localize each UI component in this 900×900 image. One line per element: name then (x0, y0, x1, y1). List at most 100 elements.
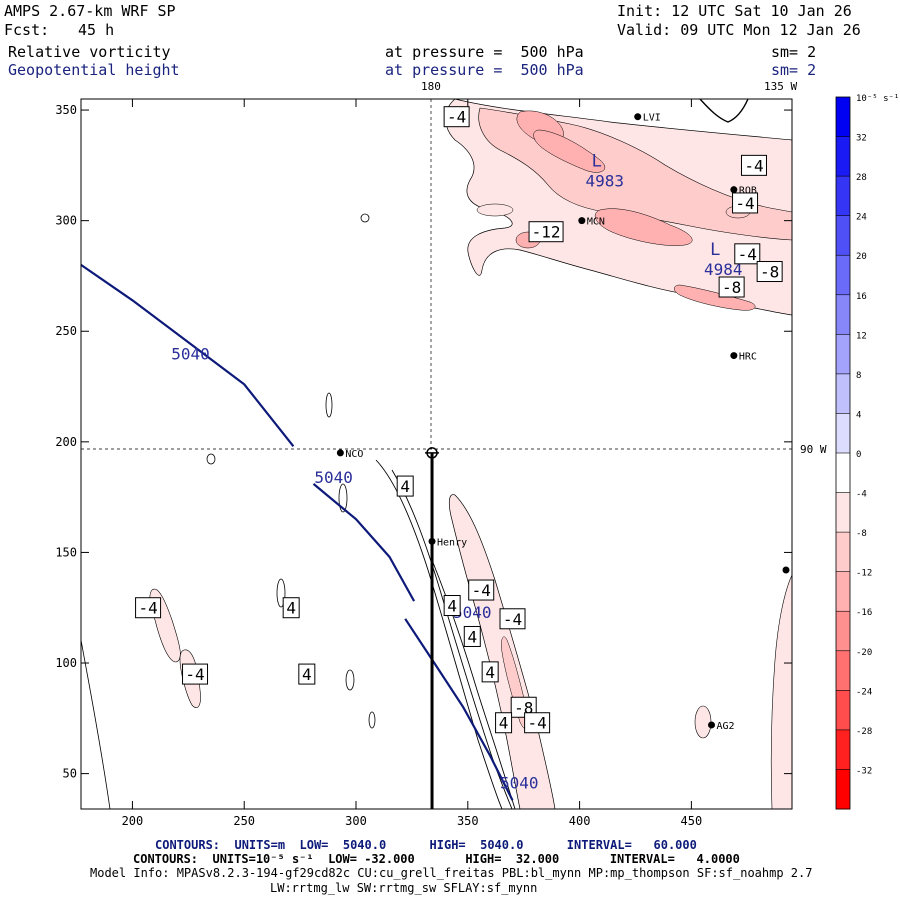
field2-name: Geopotential height (8, 61, 180, 79)
height-label: 5040 (171, 344, 210, 363)
x-tick-label: 400 (569, 814, 591, 828)
colorbar-label: 24 (856, 213, 867, 223)
colorbar-label: 12 (856, 331, 867, 341)
field2-pressure: at pressure = 500 hPa (385, 61, 584, 79)
y-tick-label: 100 (55, 656, 77, 670)
cross-section (425, 447, 440, 809)
vorticity-label: -4 (527, 714, 546, 733)
colorbar: 32 28 24 20 16 12 8 4 0 -4 -8 -12 -16 -20 -24 -28 -32 (835, 96, 872, 810)
station-dot (578, 217, 586, 225)
vorticity-positive-4 (276, 578, 286, 608)
vorticity-label: 4 (447, 597, 457, 616)
vorticity-label-box (443, 595, 461, 617)
low-center-marker: L (710, 240, 720, 260)
vorticity-label-box (463, 625, 481, 647)
vorticity-label: -4 (447, 108, 466, 127)
vorticity-label: -4 (472, 581, 491, 600)
colorbar-swatch (836, 413, 850, 454)
vorticity-patch-ag2 (694, 705, 712, 739)
vorticity-core-2 (594, 208, 693, 246)
height-label: 5040 (500, 773, 539, 792)
station-dot (634, 113, 642, 121)
station-dot (336, 449, 344, 457)
colorbar-label: 32 (856, 134, 867, 144)
vorticity-label: -4 (738, 245, 757, 264)
colorbar-swatch (836, 294, 850, 335)
vorticity-label: -8 (760, 263, 779, 282)
colorbar-label: -8 (856, 529, 867, 539)
height-contour-5040-1 (312, 483, 416, 602)
footer-vorticity-contours: CONTOURS: UNITS=10⁻⁵ s⁻¹ LOW= -32.000 HI… (133, 852, 740, 866)
vorticity-label-box (734, 243, 761, 265)
vorticity-positive-6 (325, 392, 333, 418)
colorbar-swatch (836, 769, 850, 810)
station-dot-edge (782, 566, 790, 574)
vorticity-positive-1 (375, 459, 503, 809)
vorticity-label-box (298, 663, 316, 685)
lon-180-label: 180 (421, 80, 441, 93)
station-label: NCO (345, 449, 363, 460)
colorbar-label: 20 (856, 252, 867, 262)
vorticity-blob-2 (476, 203, 514, 217)
colorbar-swatch (836, 492, 850, 533)
station-label: AG2 (717, 721, 735, 732)
x-tick-label: 250 (233, 814, 255, 828)
colorbar-swatch (836, 176, 850, 217)
station-label: Henry (437, 537, 467, 548)
y-tick-label: 350 (55, 103, 77, 117)
colorbar-label: -20 (856, 648, 872, 658)
station-dot (730, 186, 738, 194)
colorbar-swatch (836, 532, 850, 573)
vorticity-label-box (135, 597, 162, 619)
field1-name: Relative vorticity (8, 43, 171, 61)
station-label: HRC (739, 352, 757, 363)
vorticity-label-box (732, 192, 759, 214)
footer-model-info: Model Info: MPASv8.2.3-194-gf29cd82c CU:… (90, 866, 813, 880)
height-label: 5040 (453, 603, 492, 622)
vorticity-label-box (468, 579, 495, 601)
x-tick-label: 450 (681, 814, 703, 828)
plot-frame (80, 98, 793, 810)
low-center-marker: L (592, 151, 602, 171)
colorbar-label: 28 (856, 173, 867, 183)
x-tick-label: 200 (122, 814, 144, 828)
colorbar-swatch (836, 611, 850, 652)
vorticity-label-box (718, 276, 745, 298)
x-tick-label: 350 (457, 814, 479, 828)
vorticity-label: -4 (185, 665, 204, 684)
vorticity-positive-11 (81, 639, 111, 809)
vorticity-patch-right-edge (770, 574, 792, 809)
axes: 200 250 300 350 400 450 50 100 150 200 250 300 350 (55, 99, 792, 828)
footer-physics-info: LW:rrtmg_lw SW:rrtmg_sw SFLAY:sf_mynn (270, 881, 538, 895)
colorbar-swatch (836, 136, 850, 177)
vorticity-label-box (524, 712, 551, 734)
vorticity-label-box (396, 475, 414, 497)
vorticity-positive-5 (338, 483, 348, 513)
field1-pressure: at pressure = 500 hPa (385, 43, 584, 61)
colorbar-swatch (836, 729, 850, 770)
colorbar-swatch (836, 334, 850, 375)
station-label: ROB (739, 186, 757, 197)
forecast-hours: 45 h (78, 21, 115, 39)
vorticity-label: -4 (138, 599, 157, 618)
vorticity-label-box (481, 661, 499, 683)
vorticity-label-box (528, 221, 564, 243)
colorbar-label: -28 (856, 727, 872, 737)
x-tick-label: 300 (345, 814, 367, 828)
stations: LVI ROB MCN HRC NCO Henry AG2 (336, 113, 790, 732)
height-contour-5040-2 (404, 618, 514, 801)
y-tick-label: 50 (63, 767, 77, 781)
station-label: MCN (587, 217, 605, 228)
vorticity-positive-7 (345, 669, 355, 691)
colorbar-label: 8 (856, 371, 861, 381)
colorbar-swatch (836, 97, 850, 138)
lon-135w-label: 135 W (764, 80, 797, 93)
vorticity-positive-10 (360, 213, 370, 223)
colorbar-unit: 10⁻⁵ s⁻¹ (856, 94, 899, 104)
valid-time: Valid: 09 UTC Mon 12 Jan 26 (617, 21, 861, 39)
station-label: LVI (643, 113, 661, 124)
station-dot (428, 537, 436, 545)
colorbar-label: -24 (856, 687, 872, 697)
